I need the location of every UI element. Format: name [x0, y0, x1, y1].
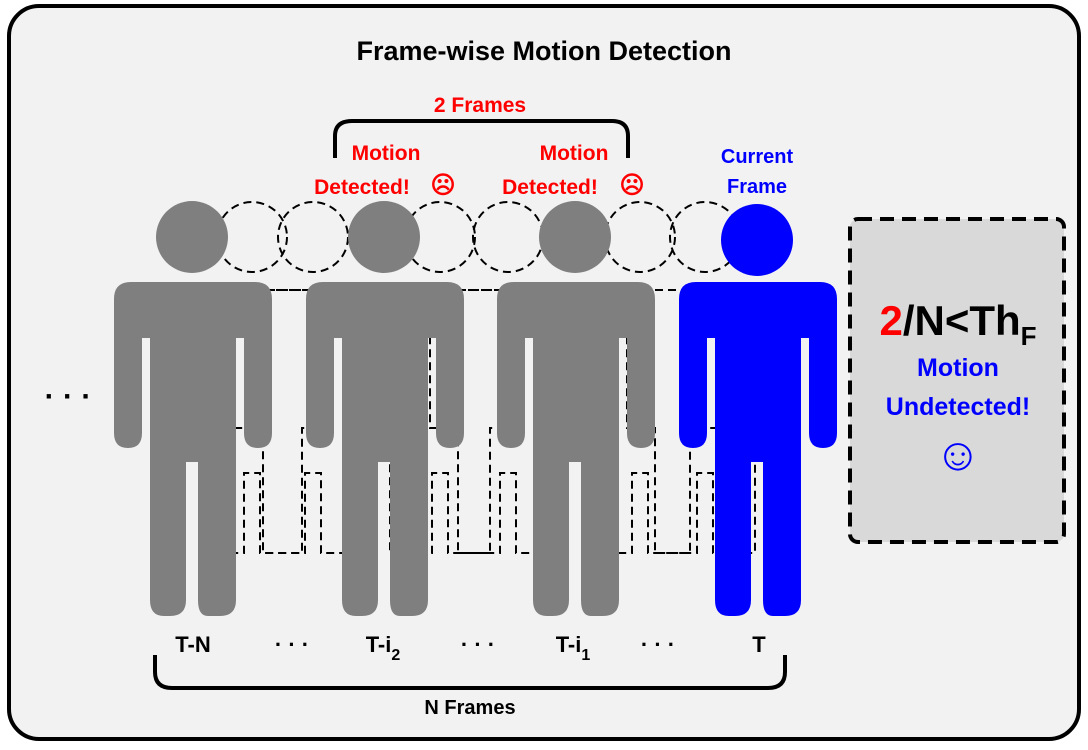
frame-label: Frame	[727, 176, 787, 198]
motion-label-2: Motion	[540, 142, 609, 165]
motion-status-line1: Motion	[917, 354, 999, 382]
person-icon-t-n	[114, 201, 272, 616]
label-t-i1: T-i1	[556, 632, 591, 664]
motion-status-line2: Undetected!	[886, 393, 1030, 421]
two-frames-brace	[333, 119, 630, 158]
gap-ellipsis: · · ·	[275, 632, 309, 657]
sad-face-icon: ☹	[619, 172, 644, 199]
smiley-face-icon: ☺	[935, 428, 982, 480]
gap-ellipsis: · · ·	[641, 632, 675, 657]
motion-label-1: Motion	[352, 142, 421, 165]
sad-face-icon: ☹	[430, 172, 455, 199]
result-box: 2/N<ThF Motion Undetected! ☺	[848, 217, 1066, 544]
threshold-formula: 2/N<ThF	[879, 297, 1036, 351]
person-icon-t-i1	[497, 201, 655, 616]
person-icon-t-i2	[306, 201, 464, 616]
gap-ellipsis: · · ·	[461, 632, 495, 657]
label-t-i2: T-i2	[366, 632, 401, 664]
detected-label-1: Detected!	[314, 176, 410, 199]
current-label: Current	[721, 146, 794, 168]
n-frames-label: N Frames	[424, 697, 515, 719]
label-t: T	[752, 632, 766, 657]
person-icon-current	[679, 204, 837, 616]
diagram-title: Frame-wise Motion Detection	[356, 36, 731, 66]
leading-ellipsis: · · ·	[45, 380, 92, 413]
detected-label-2: Detected!	[502, 176, 598, 199]
n-frames-brace	[153, 655, 787, 690]
label-t-n: T-N	[175, 632, 210, 657]
two-frames-label: 2 Frames	[434, 94, 526, 117]
